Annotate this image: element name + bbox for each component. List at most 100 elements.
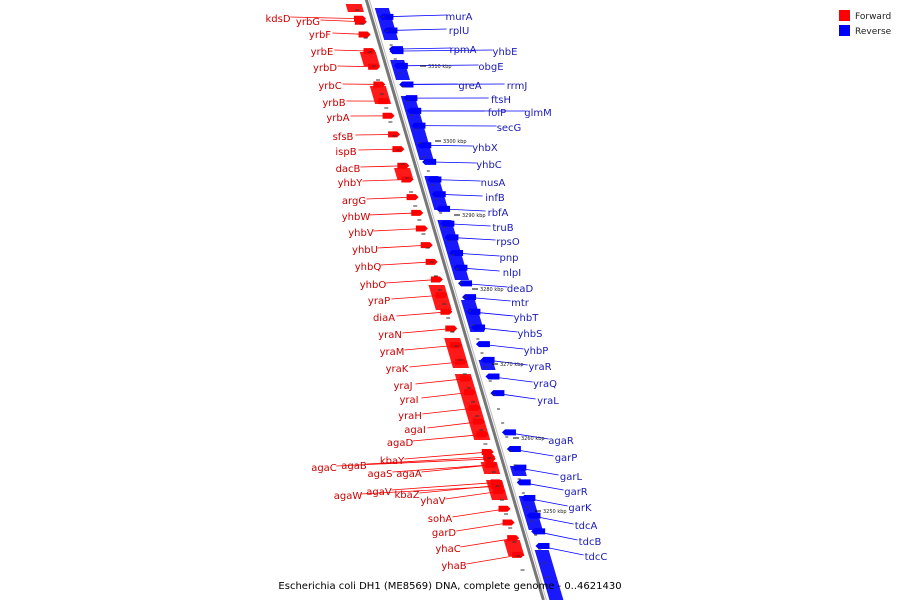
reverse-gene-label: yraL — [537, 396, 559, 407]
forward-gene-label: yhbW — [342, 212, 371, 223]
forward-gene-block — [428, 285, 452, 310]
reverse-gene-label: infB — [485, 193, 505, 204]
forward-gene-label: argG — [342, 196, 366, 207]
reverse-gene-label: rplU — [449, 26, 470, 37]
reverse-gene-arrow — [462, 294, 477, 301]
reverse-gene-block — [518, 496, 543, 530]
forward-gene-label: yraP — [368, 296, 390, 307]
legend-reverse-label: Reverse — [855, 27, 892, 37]
reverse-gene-label: nlpI — [503, 268, 521, 279]
reverse-gene-label: garK — [568, 503, 592, 514]
reverse-gene-label: secG — [497, 123, 522, 134]
reverse-gene-label: ftsH — [491, 95, 511, 106]
reverse-gene-label: yraR — [528, 362, 551, 373]
connector-forward — [466, 554, 521, 565]
reverse-gene-label: rrmJ — [507, 81, 528, 92]
forward-gene-arrow — [440, 308, 453, 315]
legend-reverse-swatch — [839, 25, 850, 36]
connector-forward — [412, 433, 485, 442]
forward-gene-label: yhbO — [360, 280, 387, 291]
connector-forward — [290, 16, 362, 20]
forward-gene-arrow — [373, 81, 386, 88]
connector-forward — [392, 464, 494, 473]
forward-gene-label: agaW — [334, 491, 363, 502]
reverse-gene-label: tdcA — [575, 521, 598, 532]
forward-gene-arrow — [483, 453, 496, 460]
connector-reverse — [397, 64, 479, 67]
reverse-gene-label: deaD — [507, 284, 534, 295]
reverse-gene-label: yhbP — [524, 346, 549, 357]
forward-gene-label: yrbF — [309, 30, 331, 41]
forward-gene-arrow — [430, 276, 443, 283]
reverse-gene-label: truB — [492, 223, 513, 234]
forward-gene-label: dacB — [336, 164, 361, 175]
gene-tracks — [345, 4, 564, 600]
forward-gene-label: yrbB — [322, 98, 345, 109]
forward-gene-arrow — [420, 242, 433, 249]
reverse-gene-label: mtr — [511, 298, 530, 309]
forward-gene-block — [486, 480, 508, 500]
reverse-gene-label: nusA — [481, 178, 506, 189]
reverse-gene-label: yhbS — [518, 329, 543, 340]
forward-gene-label: agaA — [396, 469, 422, 480]
connector-forward — [377, 244, 429, 249]
genome-caption: Escherichia coli DH1 (ME8569) DNA, compl… — [278, 581, 621, 592]
connector-forward — [404, 451, 490, 460]
forward-gene-label: sohA — [428, 514, 453, 525]
reverse-gene-block — [390, 60, 411, 80]
reverse-gene-label: agaR — [548, 436, 574, 447]
forward-gene-label: yraM — [380, 347, 405, 358]
forward-gene-block — [345, 4, 364, 12]
reverse-gene-label: tdcB — [579, 537, 602, 548]
reverse-gene-label: garR — [564, 487, 588, 498]
reverse-gene-arrow — [535, 543, 550, 550]
reverse-gene-label: murA — [445, 12, 472, 23]
forward-gene-label: yraK — [386, 364, 409, 375]
reverse-gene-label: garP — [555, 453, 578, 464]
reverse-gene-arrow — [399, 81, 414, 88]
forward-gene-label: yhbQ — [355, 262, 382, 273]
reverse-gene-arrow — [506, 446, 521, 452]
forward-gene-label: yhbV — [348, 228, 374, 239]
forward-gene-label: yhaV — [420, 496, 445, 507]
forward-gene-block — [454, 374, 491, 440]
forward-gene-label: agaB — [341, 461, 367, 472]
forward-gene-arrow — [392, 146, 405, 153]
forward-gene-label: kbaY — [380, 456, 405, 467]
forward-gene-label: yraJ — [393, 381, 412, 392]
forward-gene-label: sfsB — [333, 132, 354, 143]
forward-gene-label: yrbE — [311, 47, 334, 58]
reverse-gene-label: yraQ — [533, 379, 557, 390]
forward-gene-label: yraH — [398, 411, 422, 422]
connector-forward — [366, 456, 492, 465]
forward-gene-label: yraI — [399, 395, 418, 406]
connector-forward — [380, 261, 434, 266]
genome-axis: 3310 kbp 3300 kbp 3290 kbp 3280 kbp 3270 kbp… — [355, 0, 567, 600]
forward-gene-label: yhaC — [435, 544, 460, 555]
forward-gene-label: yhbU — [352, 245, 378, 256]
connector-forward — [391, 481, 499, 491]
connector-reverse — [393, 49, 493, 52]
reverse-gene-arrow — [485, 373, 500, 380]
forward-gene-label: yrbC — [318, 81, 341, 92]
legend: Forward Reverse — [839, 10, 892, 37]
reverse-gene-block — [478, 360, 496, 370]
tick-label: 3310 kbp — [428, 64, 452, 70]
forward-gene-label: kbaZ — [394, 490, 419, 501]
forward-gene-label: agaI — [404, 425, 426, 436]
reverse-gene-label: folP — [488, 108, 506, 119]
forward-gene-arrow — [498, 505, 511, 512]
reverse-gene-arrow — [501, 429, 516, 436]
tick-label: 3290 kbp — [462, 213, 486, 219]
reverse-gene-arrow — [516, 479, 531, 486]
reverse-gene-label: obgE — [478, 62, 503, 73]
forward-gene-arrow — [445, 325, 458, 332]
tick-label: 3300 kbp — [443, 139, 467, 145]
forward-gene-label: garD — [432, 528, 457, 539]
tick-label: 3260 kbp — [521, 436, 545, 442]
reverse-gene-label: greA — [458, 81, 481, 92]
connector-forward — [385, 279, 439, 284]
axis-shadow-line — [368, 0, 547, 600]
forward-gene-label: agaV — [366, 487, 392, 498]
